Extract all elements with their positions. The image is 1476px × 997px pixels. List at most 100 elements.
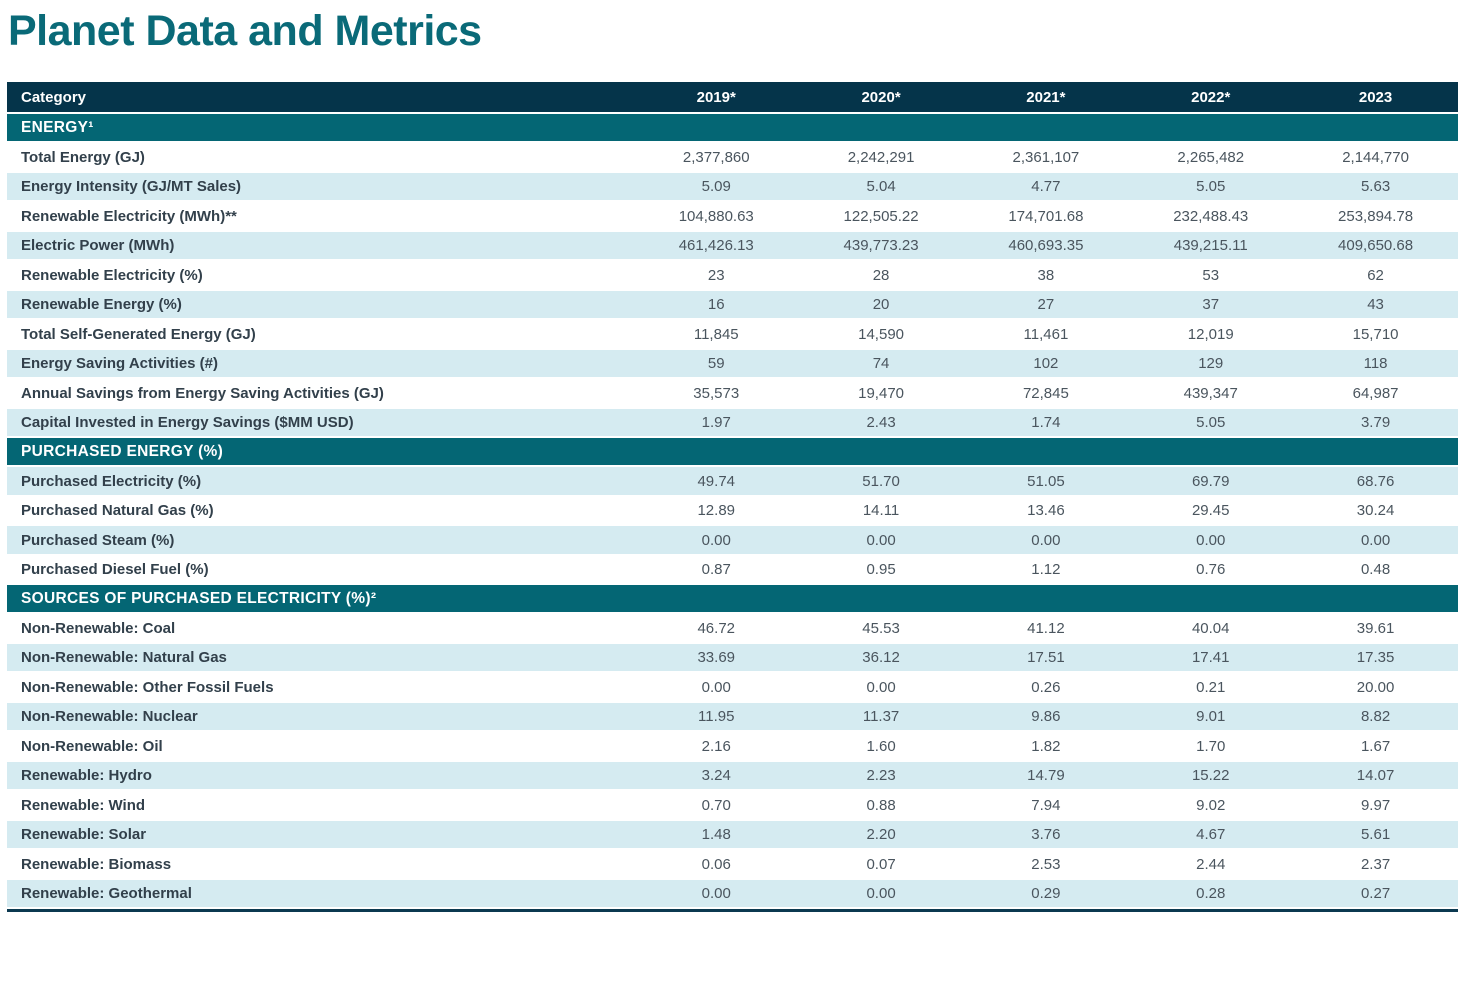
cell-value: 11,845 (633, 320, 799, 348)
cell-value: 0.27 (1293, 879, 1458, 908)
cell-value: 33.69 (633, 643, 799, 672)
cell-value: 1.82 (963, 732, 1129, 760)
cell-value: 0.95 (798, 555, 964, 584)
cell-value: 4.77 (963, 172, 1129, 201)
cell-value: 122,505.22 (798, 202, 964, 230)
column-header-category: Category (7, 82, 634, 113)
column-header-2023: 2023 (1293, 82, 1458, 113)
section-header-row: ENERGY¹ (7, 114, 1458, 142)
cell-value: 8.82 (1293, 702, 1458, 731)
metrics-table: Category 2019* 2020* 2021* 2022* 2023 EN… (7, 80, 1458, 913)
cell-value: 40.04 (1128, 614, 1294, 642)
row-label: Electric Power (MWh) (7, 231, 634, 260)
table-row: Total Self-Generated Energy (GJ) 11,845 14… (7, 320, 1458, 348)
table-row: Annual Savings from Energy Saving Activi… (7, 379, 1458, 407)
table-row: Non-Renewable: Nuclear 11.95 11.37 9.86 9.01… (7, 702, 1458, 731)
section-header-row: PURCHASED ENERGY (%) (7, 438, 1458, 466)
cell-value: 253,894.78 (1293, 202, 1458, 230)
table-row: Purchased Electricity (%) 49.74 51.70 51.05… (7, 467, 1458, 495)
cell-value: 5.63 (1293, 172, 1458, 201)
cell-value: 41.12 (963, 614, 1129, 642)
table-row: Renewable Energy (%) 16 20 27 37 43 (7, 290, 1458, 319)
table-row: Non-Renewable: Other Fossil Fuels 0.00 0.0… (7, 673, 1458, 701)
cell-value: 17.41 (1128, 643, 1294, 672)
row-label: Purchased Natural Gas (%) (7, 496, 634, 525)
cell-value: 0.00 (798, 673, 964, 701)
cell-value: 0.00 (633, 673, 799, 701)
row-label: Renewable Energy (%) (7, 290, 634, 319)
column-header-row: Category 2019* 2020* 2021* 2022* 2023 (7, 82, 1458, 113)
cell-value: 0.00 (798, 879, 964, 908)
row-label: Energy Intensity (GJ/MT Sales) (7, 172, 634, 201)
cell-value: 15.22 (1128, 761, 1294, 790)
cell-value: 460,693.35 (963, 231, 1129, 260)
cell-value: 9.02 (1128, 791, 1294, 819)
cell-value: 19,470 (798, 379, 964, 407)
row-label: Total Self-Generated Energy (GJ) (7, 320, 634, 348)
cell-value: 4.67 (1128, 820, 1294, 849)
table-row: Purchased Steam (%) 0.00 0.00 0.00 0.00 0.00 (7, 526, 1458, 554)
cell-value: 11,461 (963, 320, 1129, 348)
table-row: Electric Power (MWh) 461,426.13 439,773.23… (7, 231, 1458, 260)
table-row: Renewable Electricity (%) 23 28 38 53 62 (7, 261, 1458, 289)
cell-value: 439,773.23 (798, 231, 964, 260)
cell-value: 0.87 (633, 555, 799, 584)
cell-value: 0.00 (963, 526, 1129, 554)
cell-value: 232,488.43 (1128, 202, 1294, 230)
cell-value: 2,361,107 (963, 143, 1129, 171)
row-label: Renewable Electricity (%) (7, 261, 634, 289)
cell-value: 49.74 (633, 467, 799, 495)
row-label: Non-Renewable: Coal (7, 614, 634, 642)
table-row: Non-Renewable: Coal 46.72 45.53 41.12 40.04 3… (7, 614, 1458, 642)
section-header: SOURCES OF PURCHASED ELECTRICITY (%)² (7, 585, 1458, 613)
cell-value: 15,710 (1293, 320, 1458, 348)
table-row: Renewable Electricity (MWh)** 104,880.63 1… (7, 202, 1458, 230)
cell-value: 118 (1293, 349, 1458, 378)
cell-value: 2.16 (633, 732, 799, 760)
cell-value: 38 (963, 261, 1129, 289)
table-row: Renewable: Hydro 3.24 2.23 14.79 15.22 14.07 (7, 761, 1458, 790)
row-label: Total Energy (GJ) (7, 143, 634, 171)
section-header: PURCHASED ENERGY (%) (7, 438, 1458, 466)
cell-value: 13.46 (963, 496, 1129, 525)
cell-value: 20.00 (1293, 673, 1458, 701)
cell-value: 5.05 (1128, 172, 1294, 201)
cell-value: 28 (798, 261, 964, 289)
cell-value: 9.01 (1128, 702, 1294, 731)
cell-value: 7.94 (963, 791, 1129, 819)
row-label: Non-Renewable: Other Fossil Fuels (7, 673, 634, 701)
cell-value: 17.51 (963, 643, 1129, 672)
table-row: Energy Saving Activities (#) 59 74 102 129 11… (7, 349, 1458, 378)
table-row: Energy Intensity (GJ/MT Sales) 5.09 5.04 4.… (7, 172, 1458, 201)
cell-value: 5.04 (798, 172, 964, 201)
cell-value: 0.00 (798, 526, 964, 554)
cell-value: 5.09 (633, 172, 799, 201)
cell-value: 104,880.63 (633, 202, 799, 230)
cell-value: 5.61 (1293, 820, 1458, 849)
row-label: Non-Renewable: Nuclear (7, 702, 634, 731)
cell-value: 72,845 (963, 379, 1129, 407)
cell-value: 1.70 (1128, 732, 1294, 760)
table-row: Renewable: Geothermal 0.00 0.00 0.29 0.28 0.2… (7, 879, 1458, 908)
cell-value: 0.00 (1293, 526, 1458, 554)
cell-value: 12,019 (1128, 320, 1294, 348)
cell-value: 0.00 (633, 526, 799, 554)
column-header-2022: 2022* (1128, 82, 1294, 113)
cell-value: 12.89 (633, 496, 799, 525)
cell-value: 0.00 (1128, 526, 1294, 554)
row-label: Renewable: Geothermal (7, 879, 634, 908)
cell-value: 9.97 (1293, 791, 1458, 819)
cell-value: 0.29 (963, 879, 1129, 908)
cell-value: 0.28 (1128, 879, 1294, 908)
row-label: Capital Invested in Energy Savings ($MM … (7, 408, 634, 437)
cell-value: 461,426.13 (633, 231, 799, 260)
cell-value: 2.23 (798, 761, 964, 790)
cell-value: 51.70 (798, 467, 964, 495)
cell-value: 2.43 (798, 408, 964, 437)
cell-value: 37 (1128, 290, 1294, 319)
cell-value: 1.60 (798, 732, 964, 760)
cell-value: 1.12 (963, 555, 1129, 584)
cell-value: 1.67 (1293, 732, 1458, 760)
cell-value: 16 (633, 290, 799, 319)
row-label: Renewable: Biomass (7, 850, 634, 878)
